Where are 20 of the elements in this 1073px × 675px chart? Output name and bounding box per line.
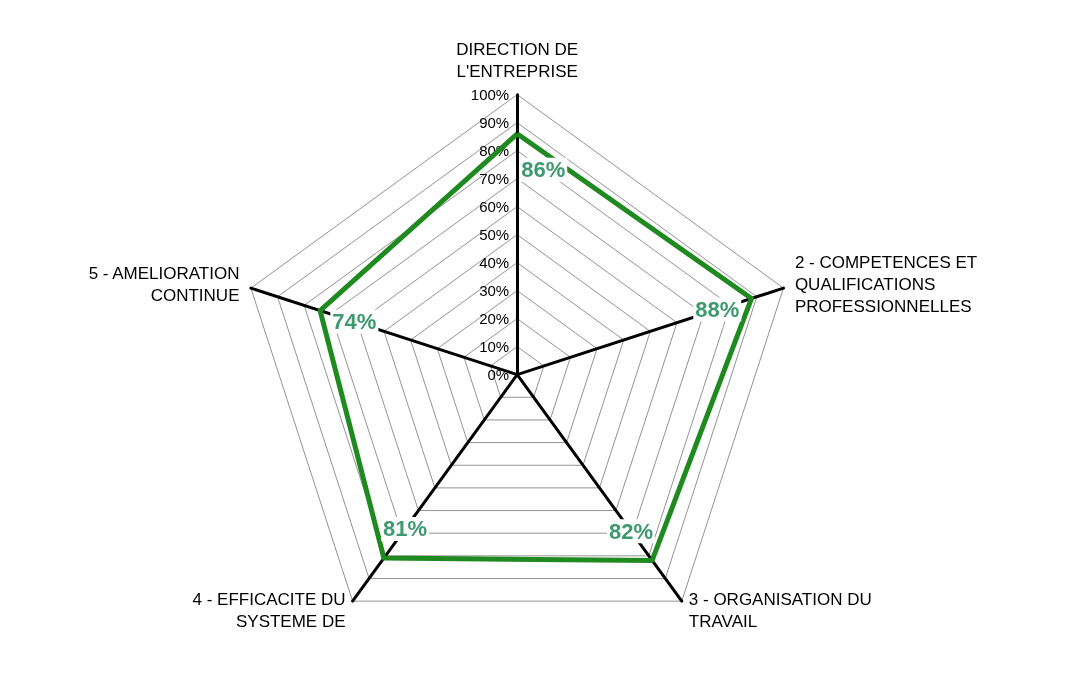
spoke-label: 4 - EFFICACITE DU SYSTEME DE bbox=[192, 590, 346, 632]
y-tick-label: 100% bbox=[470, 86, 510, 104]
y-tick-label: 90% bbox=[479, 114, 510, 132]
data-label: 82% bbox=[608, 518, 653, 544]
spoke-label: 5 - AMELIORATION CONTINUE bbox=[88, 263, 240, 305]
data-label: 81% bbox=[383, 516, 428, 542]
y-tick-label: 30% bbox=[479, 282, 510, 300]
y-tick-label: 50% bbox=[479, 226, 510, 244]
y-tick-label: 70% bbox=[479, 170, 510, 188]
data-label: 74% bbox=[332, 309, 377, 335]
y-tick-label: 10% bbox=[479, 338, 510, 356]
spoke-label: 3 - ORGANISATION DU TRAVAIL bbox=[688, 590, 872, 632]
spoke-label: 2 - COMPETENCES ET QUALIFICATIONS PROFESSIONNELLES bbox=[794, 252, 978, 316]
spoke-label: DIRECTION DE L'ENTREPRISE bbox=[456, 40, 579, 82]
y-tick-label: 40% bbox=[479, 254, 510, 272]
y-tick-label: 20% bbox=[479, 310, 510, 328]
data-label: 86% bbox=[521, 157, 566, 183]
y-tick-label: 0% bbox=[487, 366, 510, 384]
data-label: 88% bbox=[695, 297, 740, 323]
y-tick-label: 60% bbox=[479, 198, 510, 216]
